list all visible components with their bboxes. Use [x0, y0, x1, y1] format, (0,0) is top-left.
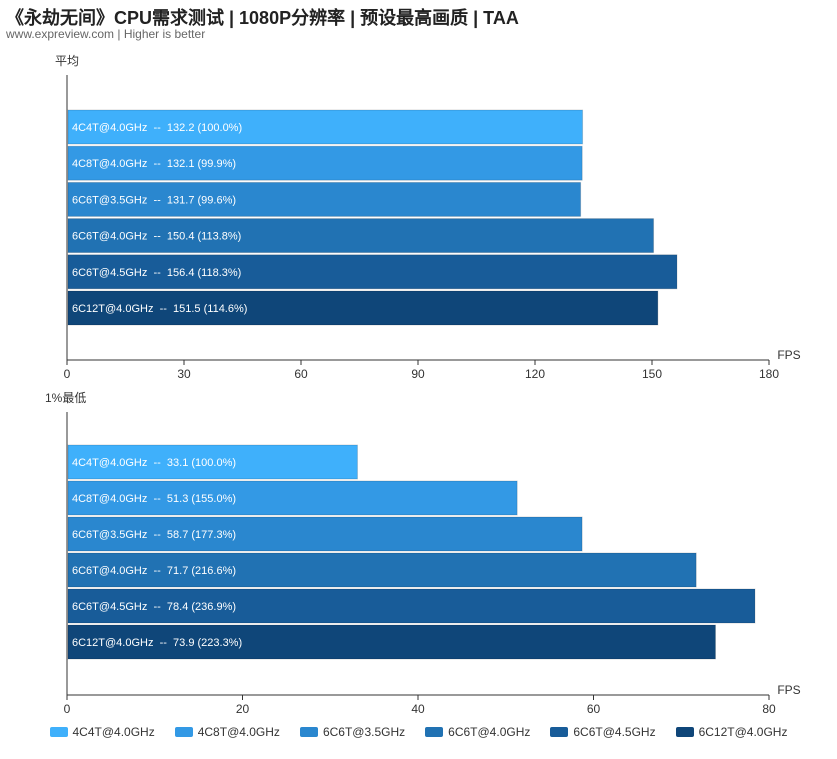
legend-swatch: [675, 727, 694, 737]
legend-item[interactable]: 6C12T@4.0GHz: [675, 725, 788, 739]
bar-data-label: 6C6T@4.5GHz -- 78.4 (236.9%): [72, 601, 236, 613]
x-tick-label: 40: [411, 702, 425, 716]
bar-data-label: 6C6T@3.5GHz -- 131.7 (99.6%): [72, 194, 236, 206]
x-axis-label: FPS: [777, 683, 800, 697]
bar-data-label: 4C4T@4.0GHz -- 33.1 (100.0%): [72, 457, 236, 469]
legend-swatch: [425, 727, 444, 737]
x-tick-label: 60: [587, 702, 601, 716]
bar: [67, 218, 655, 254]
legend-label: 4C4T@4.0GHz: [72, 725, 155, 739]
legend-item[interactable]: 6C6T@4.5GHz: [550, 725, 656, 739]
x-tick-label: 120: [525, 367, 545, 381]
bar-data-label: 6C12T@4.0GHz -- 73.9 (223.3%): [72, 637, 242, 649]
x-tick-label: 180: [759, 367, 779, 381]
bar-data-label: 6C12T@4.0GHz -- 151.5 (114.6%): [72, 303, 247, 315]
x-tick-label: 90: [411, 367, 425, 381]
bar: [67, 109, 584, 145]
bar: [67, 516, 583, 552]
chart-canvas: 平均 0 30 60 90 120 150 180 FPS 4C4T@4.0GHz -- 132.…: [45, 54, 801, 716]
legend-label: 6C6T@4.5GHz: [573, 725, 656, 739]
bar: [67, 290, 659, 326]
chart-subtitle: www.expreview.com | Higher is better: [6, 27, 206, 41]
bar: [67, 444, 358, 480]
x-tick-label: 0: [64, 702, 71, 716]
bar-data-label: 6C6T@4.0GHz -- 150.4 (113.8%): [72, 231, 241, 243]
legend-item[interactable]: 4C8T@4.0GHz: [174, 725, 280, 739]
bar-data-label: 6C6T@4.0GHz -- 71.7 (216.6%): [72, 565, 236, 577]
bar-data-label: 4C4T@4.0GHz -- 132.2 (100.0%): [72, 122, 242, 134]
bar-data-label: 4C8T@4.0GHz -- 132.1 (99.9%): [72, 158, 236, 170]
x-axis-label: FPS: [777, 348, 800, 362]
bar: [67, 588, 756, 624]
legend-label: 6C12T@4.0GHz: [698, 725, 788, 739]
panel-title: 平均: [55, 54, 79, 68]
bar-data-label: 4C8T@4.0GHz -- 51.3 (155.0%): [72, 493, 236, 505]
legend-label: 6C6T@4.0GHz: [448, 725, 531, 739]
chart-title: 《永劫无间》CPU需求测试 | 1080P分辨率 | 预设最高画质 | TAA: [6, 8, 519, 28]
legend-swatch: [299, 727, 318, 737]
legend-swatch: [550, 727, 569, 737]
x-tick-label: 20: [236, 702, 250, 716]
x-tick-label: 30: [177, 367, 191, 381]
legend-label: 6C6T@3.5GHz: [322, 725, 406, 739]
legend-swatch: [174, 727, 193, 737]
x-tick-label: 150: [642, 367, 662, 381]
bar: [67, 480, 518, 516]
legend-swatch: [49, 727, 68, 737]
bar: [67, 181, 582, 217]
bar-data-label: 6C6T@4.5GHz -- 156.4 (118.3%): [72, 267, 241, 279]
x-tick-label: 60: [294, 367, 308, 381]
legend-item[interactable]: 4C4T@4.0GHz: [49, 725, 155, 739]
x-tick-label: 0: [64, 367, 71, 381]
panel-title: 1%最低: [45, 391, 86, 405]
bar: [67, 254, 678, 290]
legend-label: 4C8T@4.0GHz: [197, 725, 280, 739]
bar-data-label: 6C6T@3.5GHz -- 58.7 (177.3%): [72, 529, 236, 541]
legend-item[interactable]: 6C6T@3.5GHz: [299, 725, 406, 739]
x-tick-label: 80: [762, 702, 776, 716]
bar: [67, 145, 583, 181]
bar: [67, 552, 697, 588]
bar: [67, 624, 716, 660]
legend-item[interactable]: 6C6T@4.0GHz: [425, 725, 530, 739]
chart-legend: 4C4T@4.0GHz 4C8T@4.0GHz 6C6T@3.5GHz 6C6T…: [0, 723, 837, 741]
